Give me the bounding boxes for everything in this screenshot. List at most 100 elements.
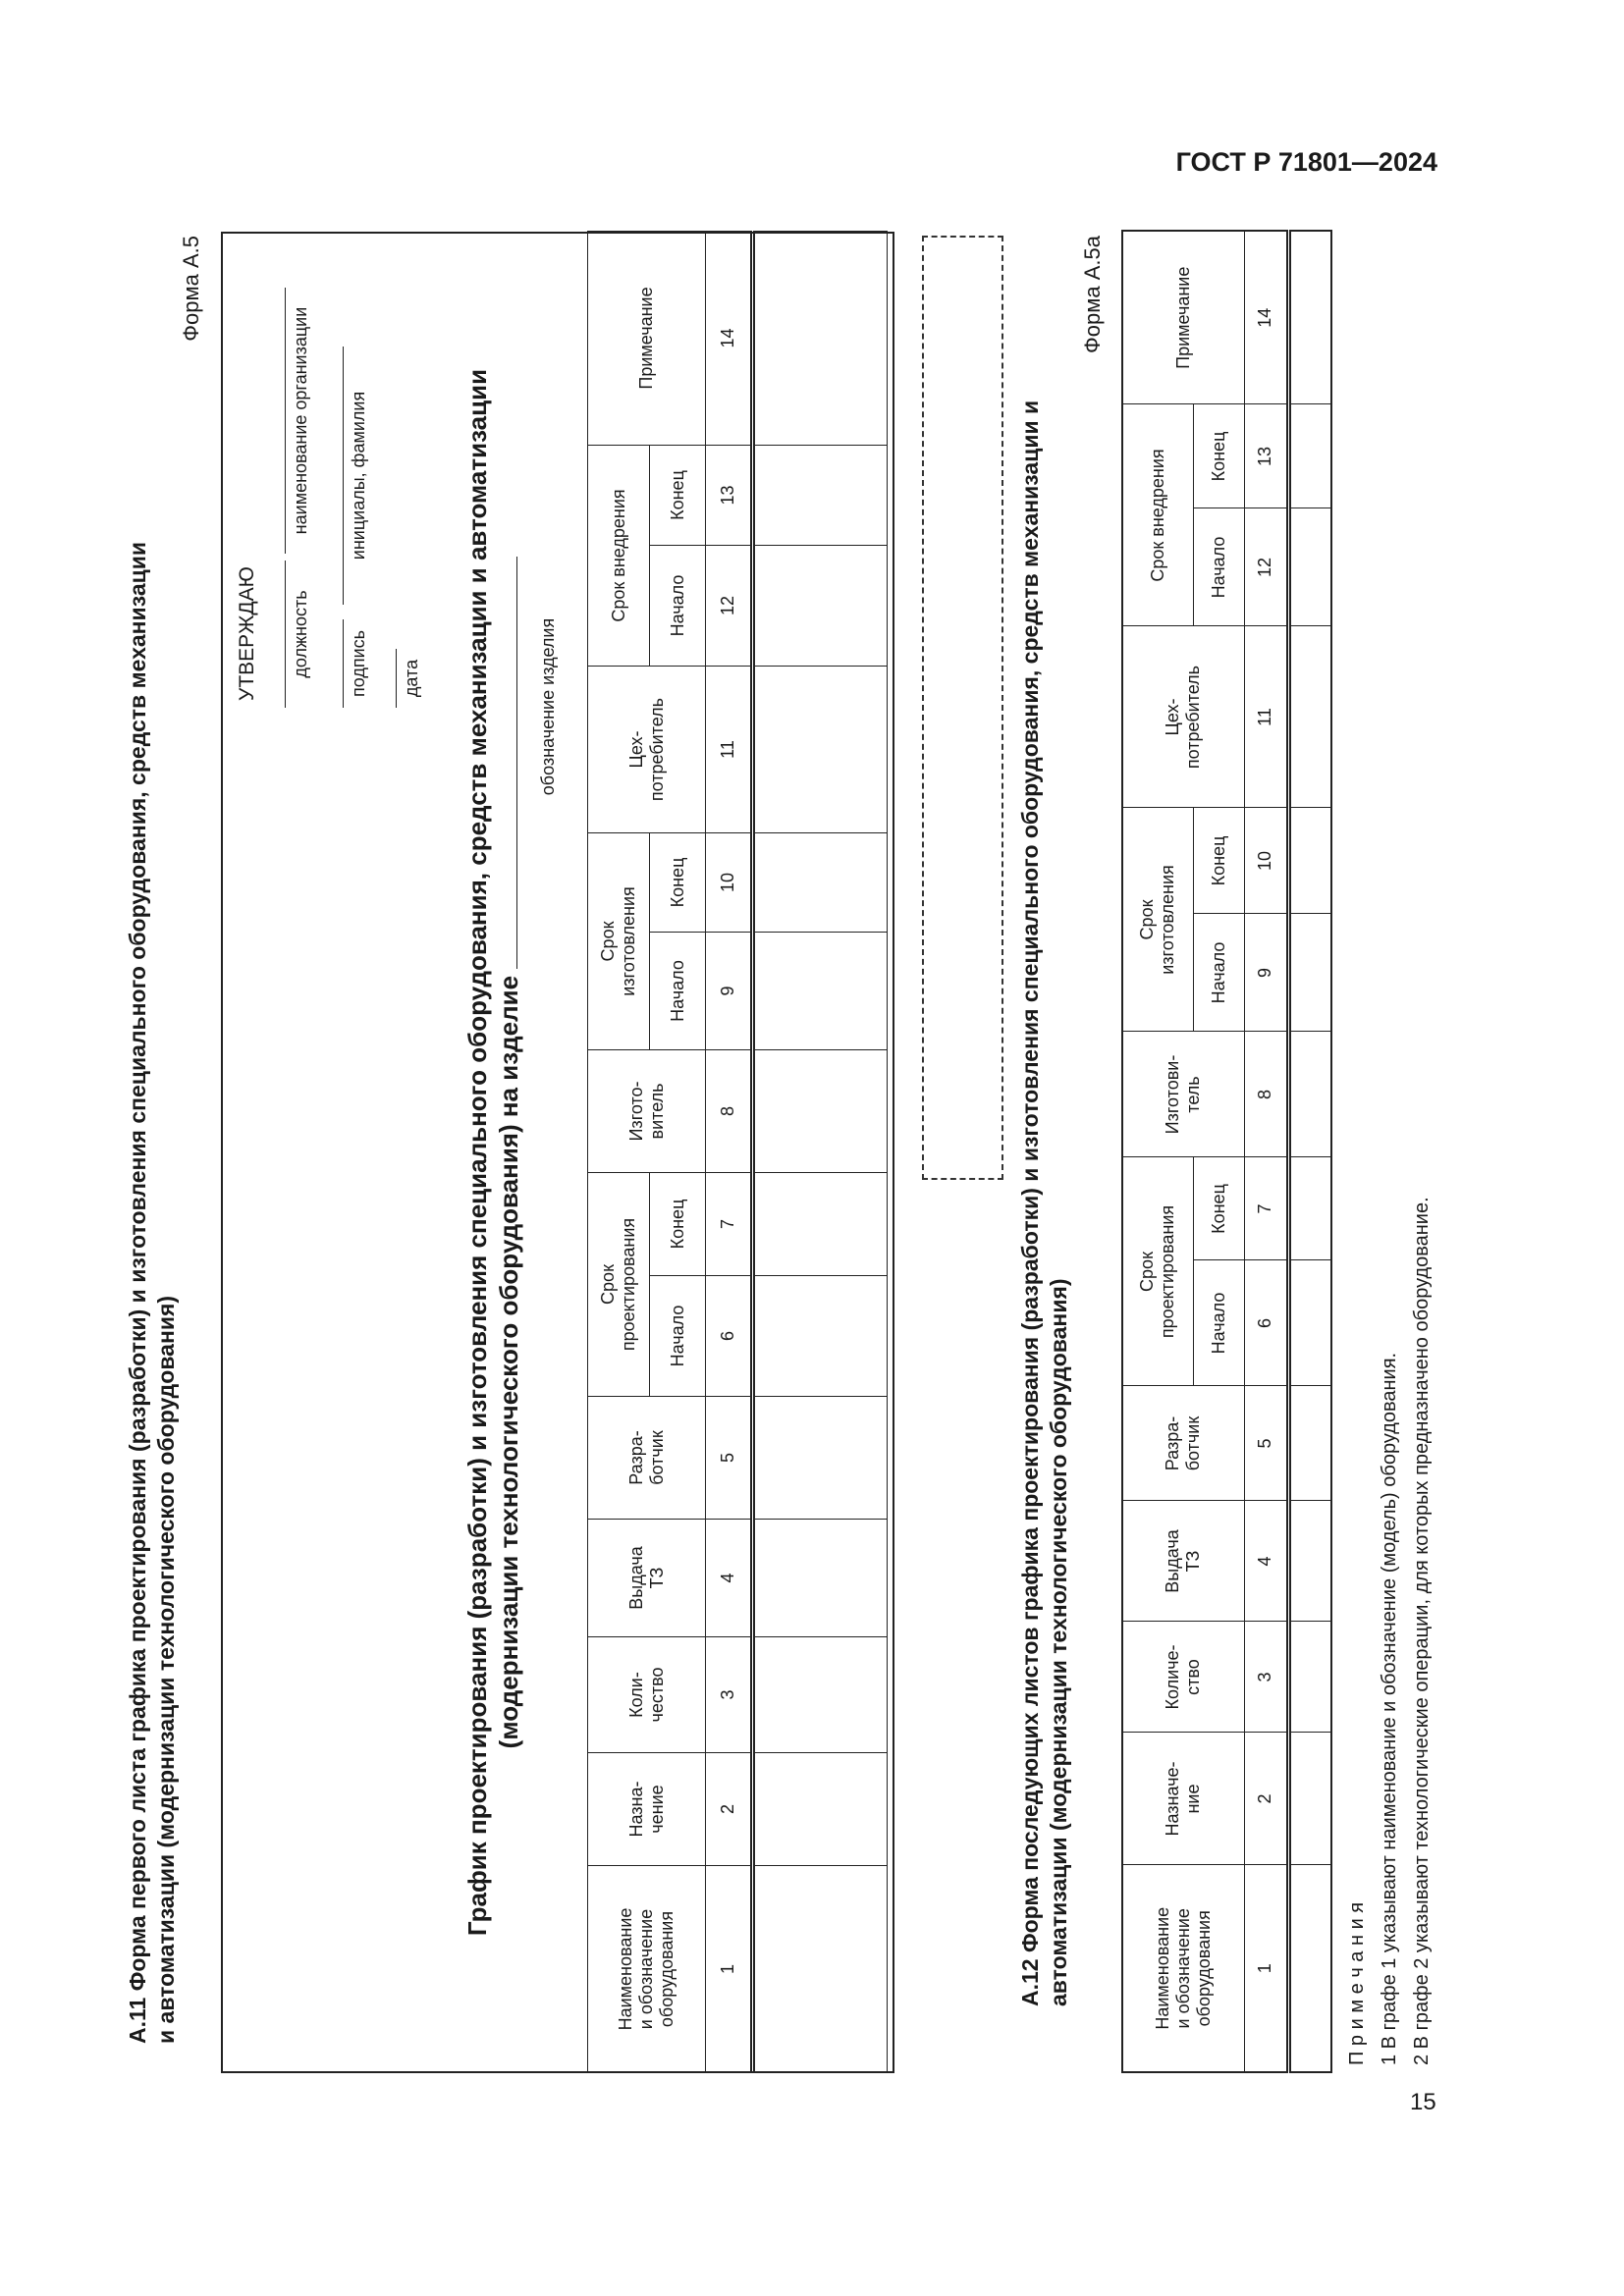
column-number: 2 — [1244, 1733, 1288, 1865]
table-cell[interactable] — [1288, 1865, 1331, 2072]
sub-column-header: Начало — [649, 1275, 706, 1397]
column-number: 8 — [1244, 1031, 1288, 1157]
sub-column-header: Конец — [649, 445, 706, 546]
column-group-header: Срок внедрения — [1122, 403, 1193, 626]
table-cell[interactable] — [1288, 807, 1331, 914]
column-number: 13 — [705, 445, 753, 546]
table-cell[interactable] — [752, 1275, 888, 1397]
form-a5-label: Форма А.5 — [179, 236, 203, 342]
column-header: Цех- потребитель — [1122, 625, 1244, 808]
table-cell[interactable] — [1288, 1733, 1331, 1865]
approve-title: УТВЕРЖДАЮ — [236, 566, 258, 701]
column-number: 4 — [1244, 1501, 1288, 1622]
column-number: 12 — [705, 545, 753, 667]
notes-title: П р и м е ч а н и я — [1346, 1901, 1368, 2065]
column-number: 1 — [1244, 1865, 1288, 2072]
table-cell[interactable] — [1288, 230, 1331, 404]
org-line — [285, 288, 286, 554]
table-cell[interactable] — [752, 1519, 888, 1637]
table-cell[interactable] — [752, 666, 888, 833]
column-header: Цех- потребитель — [587, 666, 706, 833]
table-cell[interactable] — [752, 1049, 888, 1173]
dashed-placeholder — [922, 236, 1003, 1180]
form-a5a-label: Форма А.5а — [1080, 236, 1105, 353]
column-number: 2 — [705, 1752, 753, 1866]
name-line — [343, 347, 344, 605]
landscape-content: А.11 Форма первого листа графика проекти… — [98, 226, 1453, 2081]
column-header: Примечание — [587, 231, 706, 446]
schedule-title-line: (модернизации технологического оборудова… — [493, 232, 524, 2073]
a12-title: А.12 Форма последующих листов графика пр… — [1016, 400, 1073, 2006]
date-label: дата — [402, 659, 421, 698]
form-a5a-table: Наименование и обозначение оборудования Н… — [1121, 229, 1332, 2073]
sub-column-header: Конец — [649, 1172, 706, 1276]
column-header: Разра- ботчик — [1122, 1386, 1244, 1501]
column-header: Изгото- витель — [587, 1049, 706, 1173]
sub-column-header: Начало — [1193, 913, 1244, 1032]
note-item: 2 В графе 2 указывают технологические оп… — [1411, 1197, 1433, 2065]
column-group-header: Срок внедрения — [587, 445, 650, 667]
table-cell[interactable] — [1288, 625, 1331, 808]
signature-line — [343, 619, 344, 708]
column-number: 7 — [1244, 1156, 1288, 1260]
column-number: 6 — [1244, 1260, 1288, 1386]
column-header: Наименование и обозначение оборудования — [587, 1865, 706, 2073]
column-header: Наименование и обозначение оборудования — [1122, 1865, 1244, 2072]
column-number: 8 — [705, 1049, 753, 1173]
table-cell[interactable] — [752, 231, 888, 446]
column-header: Количе- ство — [1122, 1622, 1244, 1733]
column-number: 5 — [1244, 1386, 1288, 1501]
schedule-title: График проектирования (разработки) и изг… — [461, 232, 524, 2073]
table-cell[interactable] — [752, 545, 888, 667]
column-number: 3 — [705, 1636, 753, 1753]
table-cell[interactable] — [752, 1636, 888, 1753]
table-cell[interactable] — [752, 445, 888, 546]
position-line — [285, 561, 286, 708]
table-cell[interactable] — [752, 1172, 888, 1276]
table-cell[interactable] — [1288, 1622, 1331, 1733]
column-number: 7 — [705, 1172, 753, 1276]
table-cell[interactable] — [1288, 507, 1331, 626]
table-cell[interactable] — [1288, 1386, 1331, 1501]
column-group-header: Срок проектирования — [1122, 1156, 1193, 1386]
form-a5-table: Наименование и обозначение оборудования Н… — [587, 231, 888, 2073]
column-number: 11 — [705, 666, 753, 833]
column-number: 9 — [1244, 913, 1288, 1032]
signature-label: подпись — [349, 629, 368, 698]
column-number: 10 — [1244, 807, 1288, 914]
a11-title-line: А.11 Форма первого листа графика проекти… — [125, 541, 150, 2044]
table-cell[interactable] — [1288, 1031, 1331, 1157]
column-number: 11 — [1244, 625, 1288, 808]
table-cell[interactable] — [1288, 1501, 1331, 1622]
table-cell[interactable] — [752, 1752, 888, 1866]
table-cell[interactable] — [1288, 913, 1331, 1032]
table-cell[interactable] — [752, 1396, 888, 1520]
column-group-header: Срок проектирования — [587, 1172, 650, 1397]
table-cell[interactable] — [1288, 403, 1331, 508]
product-label: обозначение изделия — [538, 617, 558, 796]
column-header: Коли- чество — [587, 1636, 706, 1753]
column-header: Изготови- тель — [1122, 1031, 1244, 1157]
a12-title-line: автоматизации (модернизации технологичес… — [1046, 1278, 1071, 2006]
org-label: наименование организации — [291, 306, 310, 535]
column-number: 12 — [1244, 507, 1288, 626]
column-header: Выдача ТЗ — [1122, 1501, 1244, 1622]
table-cell[interactable] — [752, 832, 888, 933]
column-number: 6 — [705, 1275, 753, 1397]
column-number: 14 — [1244, 230, 1288, 404]
table-cell[interactable] — [752, 932, 888, 1050]
column-number: 3 — [1244, 1622, 1288, 1733]
sub-column-header: Конец — [1193, 1156, 1244, 1260]
table-cell[interactable] — [752, 1865, 888, 2073]
schedule-title-line: График проектирования (разработки) и изг… — [462, 368, 492, 1937]
sub-column-header: Начало — [649, 932, 706, 1050]
table-cell[interactable] — [1288, 1156, 1331, 1260]
schedule-title-text: (модернизации технологического оборудова… — [494, 975, 523, 1749]
note-item: 1 В графе 1 указывают наименование и обо… — [1379, 1352, 1400, 2065]
column-number: 13 — [1244, 403, 1288, 508]
a12-title-line: А.12 Форма последующих листов графика пр… — [1017, 400, 1043, 2006]
sub-column-header: Конец — [1193, 403, 1244, 508]
document-code: ГОСТ Р 71801—2024 — [1175, 147, 1437, 177]
table-cell[interactable] — [1288, 1260, 1331, 1386]
column-group-header: Срок изготовления — [587, 832, 650, 1050]
